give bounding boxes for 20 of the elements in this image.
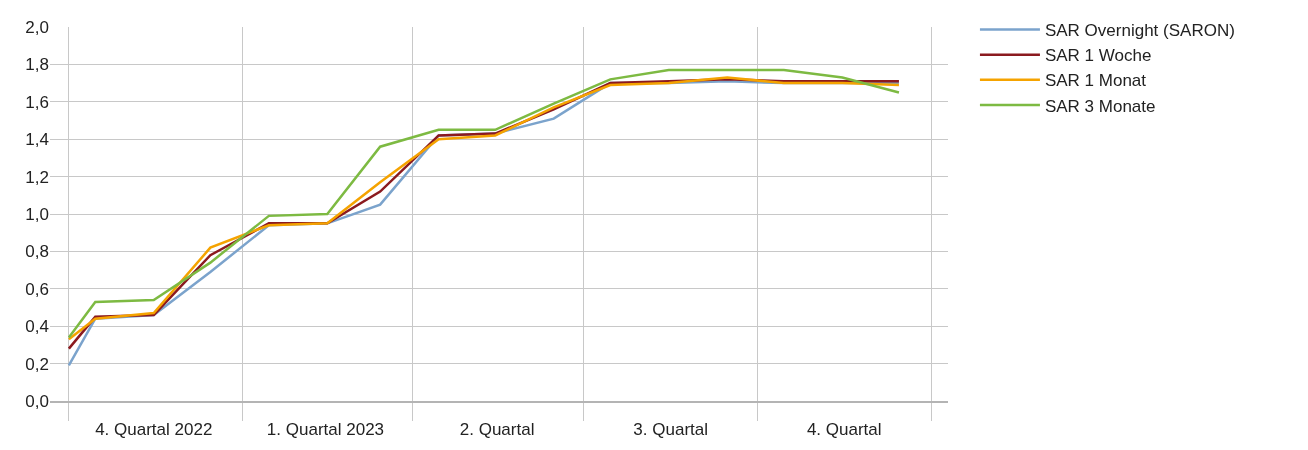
y-tick-label: 0,0	[25, 391, 49, 411]
y-tick-label: 0,8	[25, 242, 49, 262]
y-tick-label: 1,2	[25, 167, 49, 187]
legend-label: SAR 3 Monate	[1044, 96, 1156, 116]
legend-label: SAR 1 Monat	[1044, 71, 1147, 91]
x-tick-label: 3. Quartal	[633, 420, 709, 439]
legend-label: SAR 1 Woche	[1044, 46, 1152, 66]
x-tick-label: 4. Quartal	[806, 420, 882, 439]
x-tick-label: 4. Quartal 2022	[95, 420, 213, 439]
x-tick-label: 2. Quartal	[459, 420, 535, 439]
x-tick-label: 1. Quartal 2023	[266, 420, 385, 439]
y-tick-label: 0,6	[25, 279, 49, 299]
y-tick-label: 1,6	[25, 92, 49, 112]
y-tick-label: 1,0	[25, 204, 49, 224]
y-tick-label: 2,0	[25, 17, 49, 37]
y-tick-label: 0,2	[25, 354, 49, 374]
y-tick-label: 0,4	[25, 317, 49, 337]
y-tick-label: 1,8	[25, 55, 49, 75]
y-tick-label: 1,4	[25, 130, 49, 150]
legend-label: SAR Overnight (SARON)	[1044, 21, 1235, 41]
